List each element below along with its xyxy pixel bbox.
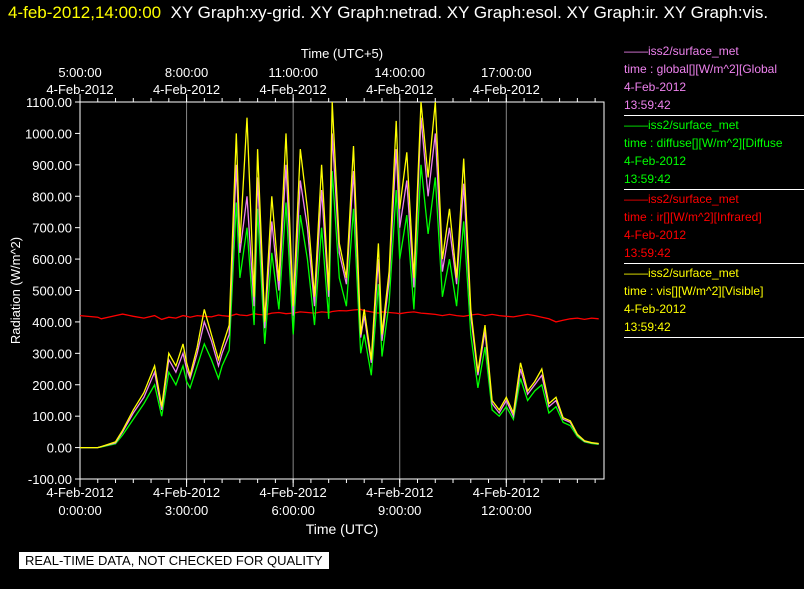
x-tick-time: 3:00:00 [165, 503, 208, 518]
series-line-global [80, 117, 599, 449]
series-line-diffuse [80, 164, 599, 449]
top-tick-date: 4-Feb-2012 [366, 82, 433, 97]
y-tick-label: 0.00 [47, 441, 72, 456]
top-tick-date: 4-Feb-2012 [46, 82, 113, 97]
top-tick-time: 8:00:00 [165, 65, 208, 80]
x-axis-label-bottom: Time (UTC) [306, 521, 379, 537]
legend-var: time : ir[][W/m^2][Infrared] [624, 210, 762, 224]
x-axis-label-top: Time (UTC+5) [301, 46, 383, 61]
y-tick-label: 300.00 [32, 346, 72, 361]
legend-separator [624, 115, 804, 116]
legend-station: ——iss2/surface_met [624, 192, 739, 206]
top-tick-date: 4-Feb-2012 [153, 82, 220, 97]
y-tick-label: 800.00 [32, 189, 72, 204]
graph-list: XY Graph:xy-grid. XY Graph:netrad. XY Gr… [170, 3, 769, 22]
y-tick-label: 100.00 [32, 409, 72, 424]
x-tick-date: 4-Feb-2012 [260, 485, 327, 500]
legend-separator [624, 337, 804, 338]
y-tick-label: 700.00 [32, 221, 72, 236]
x-tick-date: 4-Feb-2012 [366, 485, 433, 500]
legend-date: 4-Feb-2012 [624, 302, 687, 316]
top-tick-time: 5:00:00 [58, 65, 101, 80]
top-tick-date: 4-Feb-2012 [260, 82, 327, 97]
top-tick-date: 4-Feb-2012 [473, 82, 540, 97]
legend-station: ——iss2/surface_met [624, 118, 739, 132]
y-tick-label: 500.00 [32, 284, 72, 299]
chart-title: 4-feb-2012,14:00:00 XY Graph:xy-grid. XY… [8, 2, 798, 24]
legend-date: 4-Feb-2012 [624, 80, 687, 94]
x-tick-time: 6:00:00 [271, 503, 314, 518]
x-tick-time: 12:00:00 [481, 503, 532, 518]
legend-separator [624, 189, 804, 190]
x-tick-date: 4-Feb-2012 [153, 485, 220, 500]
legend-station: ——iss2/surface_met [624, 266, 739, 280]
quality-note: REAL-TIME DATA, NOT CHECKED FOR QUALITY [19, 552, 329, 569]
timestamp: 4-feb-2012,14:00:00 [8, 3, 162, 22]
legend-time: 13:59:42 [624, 246, 671, 260]
y-axis-label: Radiation (W/m^2) [8, 237, 23, 344]
legend-var: time : global[][W/m^2][Global [624, 62, 778, 76]
y-tick-label: 900.00 [32, 158, 72, 173]
y-tick-label: -100.00 [28, 472, 72, 487]
x-tick-date: 4-Feb-2012 [473, 485, 540, 500]
legend-var: time : vis[][W/m^2][Visible] [624, 284, 764, 298]
series-line-vis [80, 101, 599, 449]
top-tick-time: 11:00:00 [268, 65, 318, 80]
legend-var: time : diffuse[][W/m^2][Diffuse [624, 136, 783, 150]
legend-separator [624, 263, 804, 264]
top-tick-time: 14:00:00 [374, 65, 425, 80]
legend-time: 13:59:42 [624, 320, 671, 334]
legend-station: ——iss2/surface_met [624, 44, 739, 58]
y-tick-label: 400.00 [32, 315, 72, 330]
y-tick-label: 600.00 [32, 252, 72, 267]
y-tick-label: 1000.00 [25, 126, 72, 141]
y-tick-label: 200.00 [32, 378, 72, 393]
x-tick-time: 9:00:00 [378, 503, 421, 518]
top-tick-time: 17:00:00 [481, 65, 532, 80]
x-tick-time: 0:00:00 [58, 503, 101, 518]
legend-date: 4-Feb-2012 [624, 154, 687, 168]
series-line-ir [79, 308, 599, 323]
legend-time: 13:59:42 [624, 98, 671, 112]
x-tick-date: 4-Feb-2012 [46, 485, 113, 500]
y-tick-label: 1100.00 [26, 95, 72, 110]
legend-time: 13:59:42 [624, 172, 671, 186]
legend-date: 4-Feb-2012 [624, 228, 687, 242]
